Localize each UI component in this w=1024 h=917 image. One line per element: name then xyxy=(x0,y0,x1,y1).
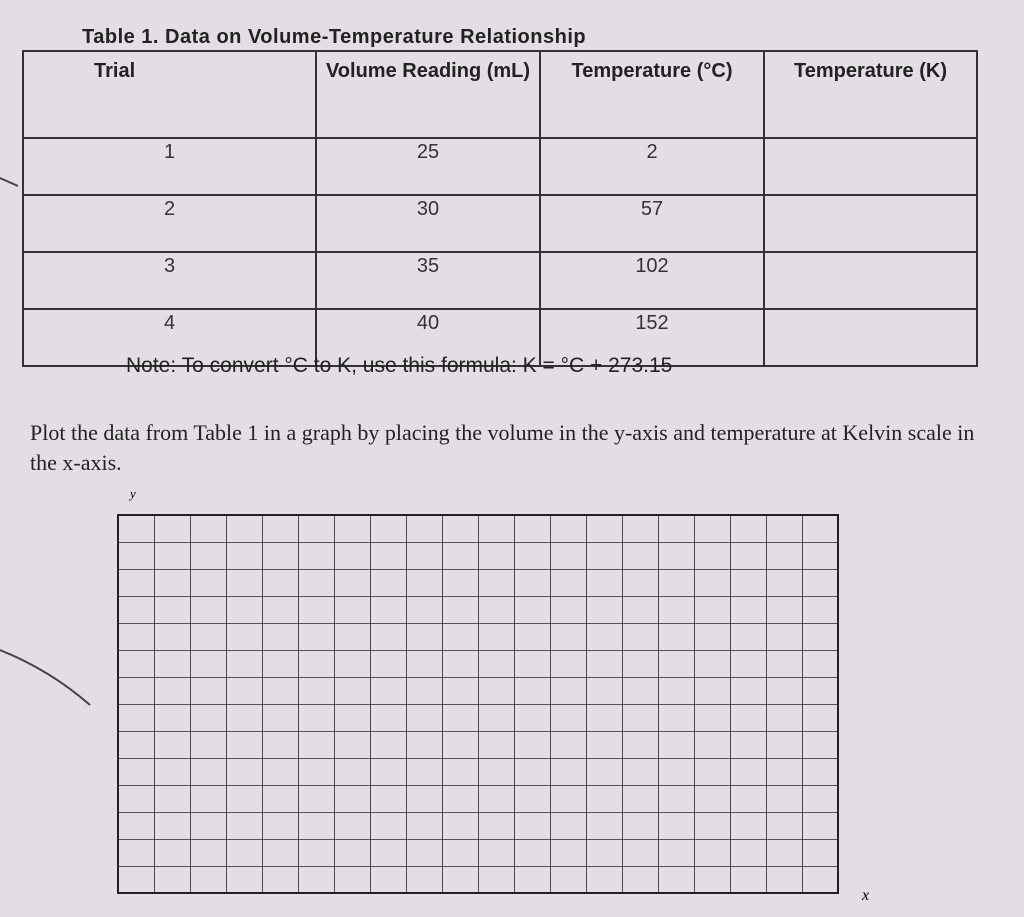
table-cell xyxy=(763,308,978,367)
table-cell: 35 xyxy=(315,251,541,310)
table-row: 1 25 2 xyxy=(22,137,978,196)
table-cell: 2 xyxy=(22,194,317,253)
table-cell xyxy=(763,251,978,310)
table-cell: 25 xyxy=(315,137,541,196)
y-axis-label: y xyxy=(128,486,136,501)
x-axis-label: x xyxy=(861,887,869,904)
table-cell xyxy=(763,194,978,253)
table-cell: 30 xyxy=(315,194,541,253)
data-table: Trial Volume Reading (mL) Temperature (°… xyxy=(22,50,978,367)
table-title: Table 1. Data on Volume-Temperature Rela… xyxy=(82,26,587,48)
table-row: 4 40 152 xyxy=(22,308,978,367)
header-cell: Temperature (°C) xyxy=(539,50,765,139)
table-cell: 3 xyxy=(22,251,317,310)
table-row: 3 35 102 xyxy=(22,251,978,310)
header-row: Trial Volume Reading (mL) Temperature (°… xyxy=(22,50,978,139)
header-cell: Trial xyxy=(22,50,317,139)
note: Note: To convert °C to K, use this formu… xyxy=(126,354,673,377)
table-cell: 57 xyxy=(539,194,765,253)
pen-mark xyxy=(0,177,19,187)
table-cell: 1 xyxy=(22,137,317,196)
table-row: 2 30 57 xyxy=(22,194,978,253)
header-cell: Temperature (K) xyxy=(763,50,978,139)
header-cell: Volume Reading (mL) xyxy=(315,50,541,139)
table-cell: 102 xyxy=(539,251,765,310)
table-cell: 40 xyxy=(315,308,541,367)
pen-mark xyxy=(0,649,91,706)
table-cell: 4 xyxy=(22,308,317,367)
table-cell: 2 xyxy=(539,137,765,196)
table-cell xyxy=(763,137,978,196)
graph-grid xyxy=(117,514,839,894)
table-cell: 152 xyxy=(539,308,765,367)
instruction: Plot the data from Table 1 in a graph by… xyxy=(30,420,975,475)
